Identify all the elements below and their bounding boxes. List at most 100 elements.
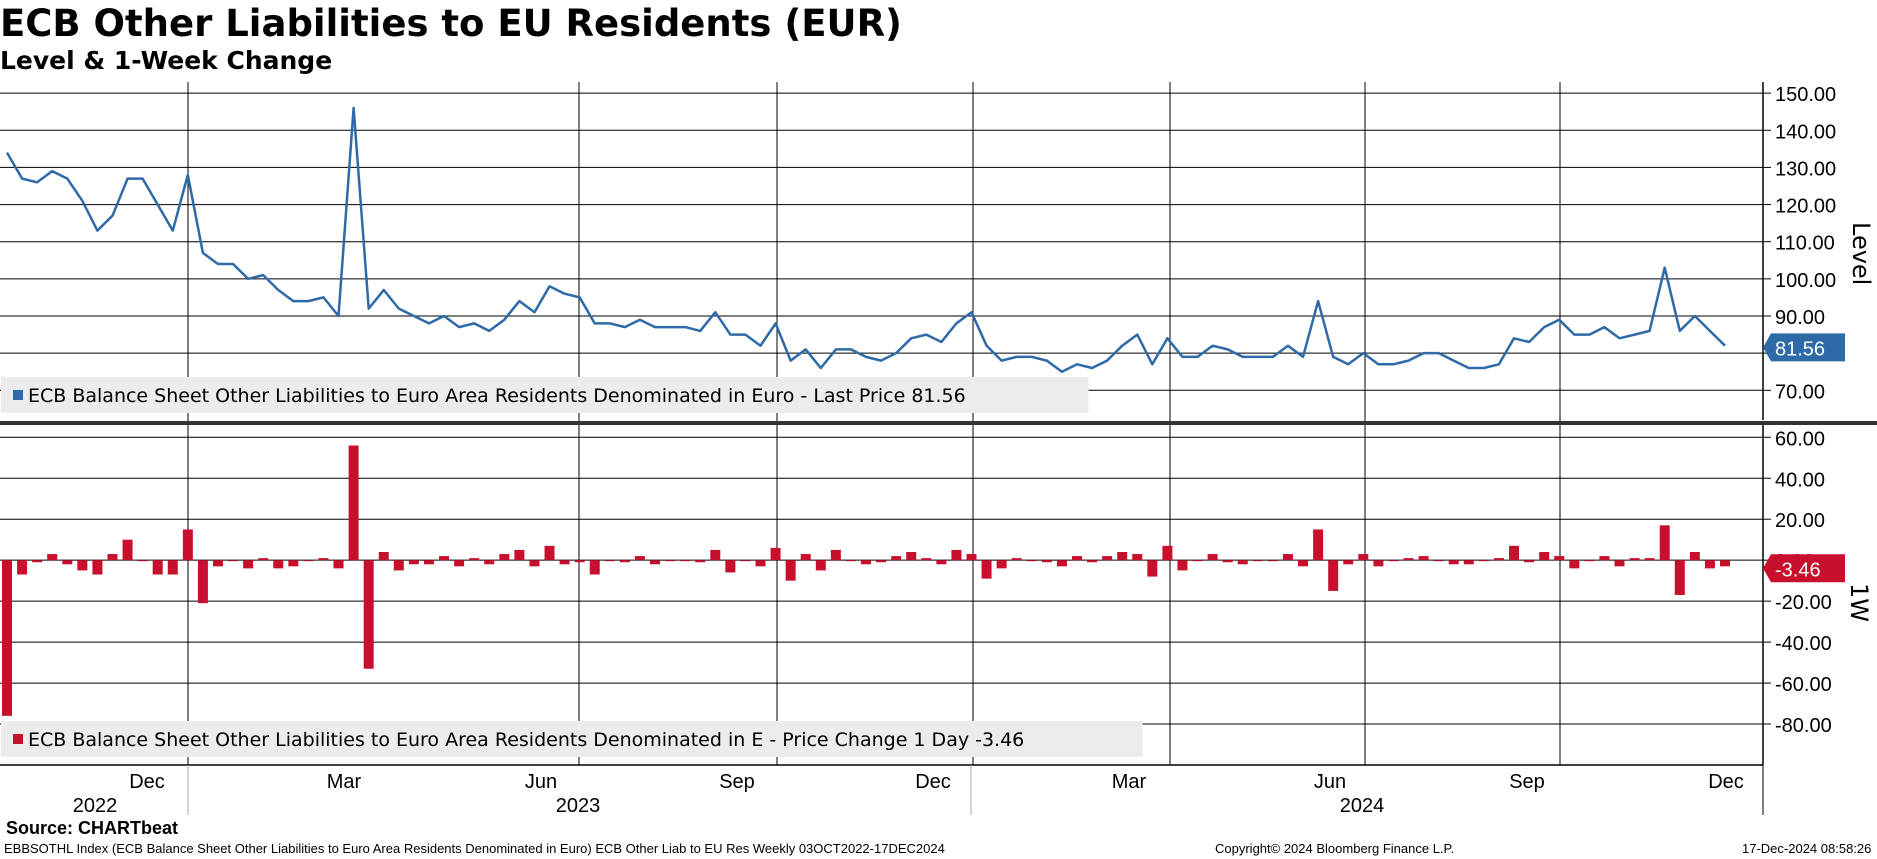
bottom-y-tick-label: -60.00 [1775, 674, 1832, 696]
x-month-label: Mar [327, 771, 362, 793]
x-month-label: Dec [129, 771, 165, 793]
bar [288, 560, 299, 567]
bottom-y-tick-label: -80.00 [1775, 715, 1832, 737]
x-year-label: 2023 [556, 795, 601, 817]
bar [1162, 545, 1173, 561]
bar [529, 560, 540, 567]
bar [439, 556, 450, 561]
bar [258, 558, 269, 561]
top-y-tick-label: 90.00 [1775, 307, 1825, 329]
bar [830, 549, 841, 561]
x-month-label: Sep [719, 771, 755, 793]
bar [1659, 525, 1670, 561]
bar [17, 560, 28, 575]
bottom-last-value: -3.46 [1763, 554, 1845, 583]
bar [1192, 560, 1203, 562]
bar [1478, 560, 1489, 562]
bar [1509, 545, 1520, 561]
bar [619, 560, 630, 563]
bar [740, 560, 751, 562]
x-month-label: Dec [1708, 771, 1744, 793]
bottom-legend-bg [1, 721, 1143, 757]
bar [197, 560, 208, 604]
bar [861, 560, 871, 565]
bar [815, 560, 826, 571]
footer-timestamp: 17-Dec-2024 08:58:26 [1742, 841, 1872, 856]
bar [1373, 560, 1384, 567]
bar [408, 560, 419, 565]
bar [589, 560, 600, 575]
bar [1554, 556, 1565, 561]
bar [981, 560, 992, 579]
bar [1584, 560, 1595, 562]
x-month-label: Dec [915, 771, 951, 793]
bar [1237, 560, 1248, 565]
bar [710, 549, 721, 561]
bar [137, 560, 148, 562]
bar [1267, 560, 1278, 562]
bar [1418, 556, 1429, 561]
bar [725, 560, 736, 573]
bar [1403, 558, 1414, 561]
footer-copyright: Copyright© 2024 Bloomberg Finance L.P. [1215, 841, 1455, 856]
bar [92, 560, 103, 575]
bar [167, 560, 178, 575]
bar [318, 558, 329, 561]
bar [1147, 560, 1158, 577]
bar [1493, 558, 1504, 561]
bottom-last-value-text: -3.46 [1775, 559, 1821, 581]
bar [1720, 560, 1730, 567]
bar [785, 560, 796, 581]
bar [906, 551, 917, 561]
bar [1674, 560, 1685, 595]
bar [936, 560, 947, 565]
bar [333, 560, 344, 569]
bar [228, 560, 239, 562]
x-month-label: Mar [1112, 771, 1147, 793]
bar [695, 560, 706, 563]
bar [1433, 560, 1444, 562]
top-legend-text: ECB Balance Sheet Other Liabilities to E… [28, 385, 966, 407]
bar [1282, 554, 1293, 561]
bar [1463, 560, 1474, 565]
bar [423, 560, 434, 565]
bar [212, 560, 223, 567]
bar [1689, 551, 1700, 561]
bar [1102, 556, 1113, 561]
bar [1026, 560, 1037, 562]
bar [559, 560, 570, 565]
bar [1539, 551, 1550, 561]
bottom-y-axis-label: 1W [1845, 583, 1873, 622]
chart-title: ECB Other Liabilities to EU Residents (E… [0, 2, 902, 45]
bottom-y-tick-label: 20.00 [1775, 510, 1825, 532]
bottom-y-tick-label: -20.00 [1775, 592, 1832, 614]
bar [1222, 560, 1233, 563]
bar [1117, 551, 1128, 561]
top-last-value-text: 81.56 [1775, 338, 1825, 360]
bar [2, 560, 12, 716]
bar [1629, 558, 1640, 561]
top-y-tick-label: 130.00 [1775, 158, 1836, 180]
bar [1524, 560, 1535, 563]
bar [544, 545, 555, 561]
bar [1177, 560, 1188, 571]
bar [921, 558, 932, 561]
bar [62, 560, 73, 565]
bar [966, 554, 977, 561]
bar [348, 445, 359, 561]
bar [1358, 554, 1369, 561]
bottom-y-tick-label: 60.00 [1775, 428, 1825, 450]
bar [1252, 560, 1263, 562]
bar [1343, 560, 1354, 565]
bar [1056, 560, 1067, 567]
panel-divider [0, 421, 1877, 425]
top-y-axis-label: Level [1847, 222, 1875, 285]
bar [152, 560, 163, 575]
x-year-label: 2024 [1340, 795, 1385, 817]
bar [393, 560, 404, 571]
bar [514, 549, 525, 561]
top-y-tick-label: 150.00 [1775, 84, 1836, 106]
bar [32, 560, 43, 563]
bar [484, 560, 495, 565]
